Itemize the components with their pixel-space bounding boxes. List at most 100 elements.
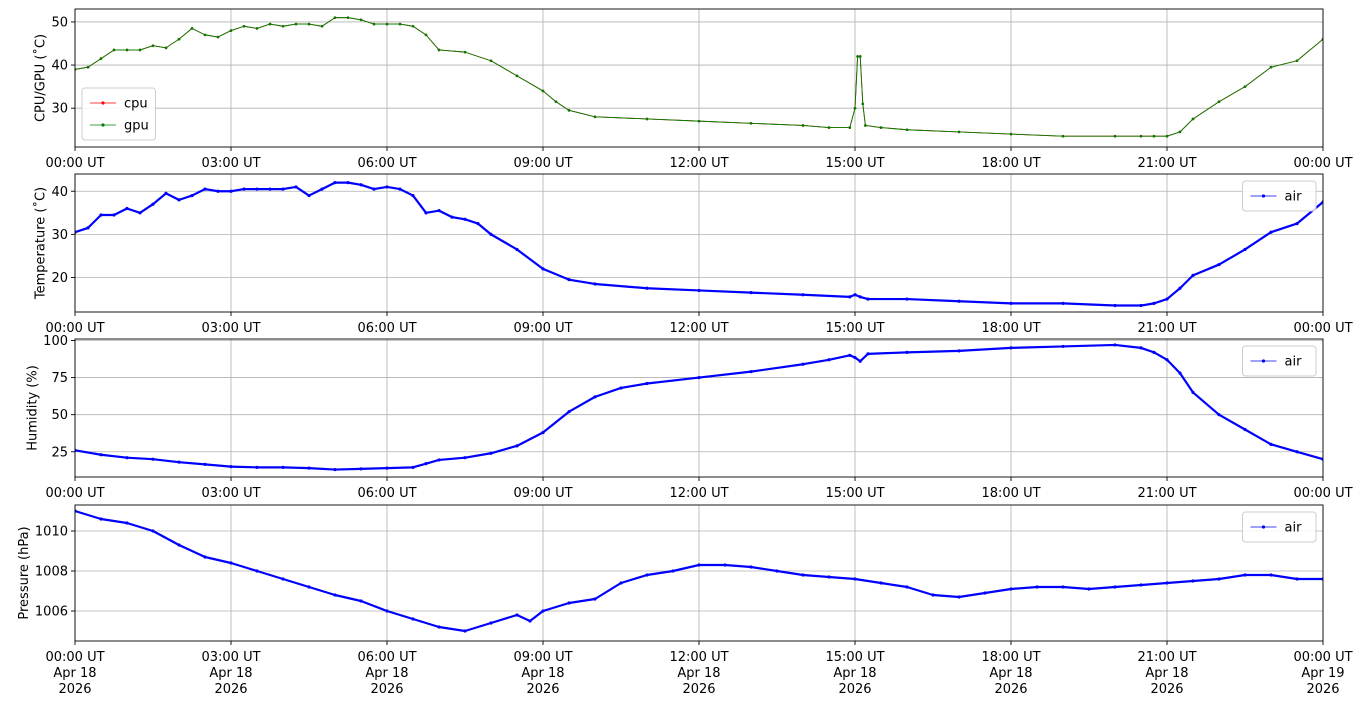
- data-point-air: [1152, 301, 1156, 305]
- data-point-air: [372, 187, 376, 191]
- data-point-gpu: [848, 126, 852, 129]
- data-point-air: [697, 563, 701, 567]
- data-point-air: [333, 467, 337, 472]
- data-point-air: [359, 599, 363, 603]
- data-point-air: [125, 206, 129, 211]
- data-point-air: [619, 581, 623, 585]
- data-point-air: [307, 193, 311, 198]
- data-point-gpu: [346, 16, 350, 19]
- x-tick-year: 2026: [838, 682, 871, 697]
- x-tick-label: 00:00 UT: [1293, 321, 1352, 336]
- data-point-gpu: [827, 126, 831, 129]
- data-point-air: [1009, 587, 1013, 591]
- y-axis-label: CPU/GPU (˚C): [33, 34, 49, 122]
- data-point-air: [177, 460, 181, 464]
- data-point-gpu: [515, 74, 519, 78]
- data-point-air: [749, 290, 753, 295]
- data-point-air: [671, 569, 675, 573]
- data-point-air: [1191, 390, 1195, 395]
- data-point-air: [801, 573, 805, 577]
- data-point-air: [858, 359, 862, 363]
- y-tick-label: 20: [51, 271, 68, 286]
- data-point-air: [385, 609, 389, 613]
- y-tick-label: 50: [51, 408, 68, 423]
- x-tick-label: 15:00 UT: [825, 156, 884, 171]
- data-point-gpu: [255, 27, 259, 30]
- data-point-air: [216, 189, 220, 193]
- data-point-air: [1191, 273, 1195, 277]
- data-point-air: [848, 295, 852, 299]
- data-point-air: [489, 621, 493, 625]
- data-point-air: [1165, 581, 1169, 585]
- data-point-gpu: [125, 48, 129, 52]
- x-tick-label: 09:00 UT: [513, 650, 572, 665]
- x-tick-label: 21:00 UT: [1137, 156, 1196, 171]
- legend-box: [81, 87, 156, 141]
- data-point-air: [1243, 247, 1247, 252]
- x-tick-label: 18:00 UT: [981, 486, 1040, 501]
- data-point-air: [619, 386, 623, 390]
- legend: air: [1242, 345, 1317, 377]
- subplot-2: 00:00 UT 03:00 UT 06:00 UT 09:00 UT 12:00 UT…: [33, 173, 1353, 336]
- data-point-air: [1165, 358, 1169, 362]
- data-point-air: [1217, 577, 1221, 581]
- data-point-air: [1152, 350, 1156, 354]
- y-tick-label: 1006: [35, 605, 68, 620]
- data-point-air: [229, 561, 233, 565]
- x-tick-label: 15:00 UT: [825, 486, 884, 501]
- x-tick-label: 00:00 UT: [1293, 156, 1352, 171]
- data-point-air: [515, 247, 519, 252]
- data-point-air: [125, 456, 129, 460]
- data-point-gpu: [1165, 134, 1169, 138]
- data-point-gpu: [645, 117, 649, 121]
- data-point-gpu: [307, 22, 311, 26]
- x-tick-year: 2026: [682, 682, 715, 697]
- data-point-gpu: [281, 24, 285, 28]
- data-point-air: [1113, 303, 1117, 308]
- data-point-air: [333, 593, 337, 597]
- data-point-air: [541, 430, 545, 435]
- legend: cpu gpu: [81, 87, 156, 141]
- data-point-air: [1139, 346, 1143, 350]
- data-point-air: [1269, 573, 1273, 577]
- data-point-air: [645, 381, 649, 386]
- data-point-gpu: [372, 22, 376, 26]
- x-tick-label: 21:00 UT: [1137, 650, 1196, 665]
- series-air: [75, 509, 1323, 633]
- data-point-air: [1139, 303, 1143, 308]
- data-point-gpu: [242, 24, 246, 28]
- data-point-gpu: [879, 126, 883, 129]
- data-point-gpu: [861, 102, 865, 106]
- data-point-air: [255, 465, 259, 469]
- data-point-gpu: [1152, 134, 1156, 138]
- data-point-air: [99, 213, 103, 217]
- data-point-air: [281, 465, 285, 469]
- x-tick-label: 06:00 UT: [357, 486, 416, 501]
- x-tick-date: Apr 18: [53, 666, 96, 681]
- data-point-air: [307, 585, 311, 589]
- legend-label-air: air: [1285, 355, 1303, 370]
- y-tick-label: 40: [51, 185, 68, 200]
- data-point-gpu: [957, 130, 961, 134]
- legend-marker-air: [1261, 194, 1266, 198]
- data-point-air: [385, 466, 389, 470]
- legend-marker-cpu: [101, 101, 105, 105]
- x-tick-label: 00:00 UT: [45, 156, 104, 171]
- y-tick-label: 1008: [35, 565, 68, 580]
- subplot-1: 00:00 UT 03:00 UT 06:00 UT 09:00 UT 12:00 UT…: [33, 8, 1353, 171]
- data-point-air: [1191, 579, 1195, 583]
- data-point-gpu: [856, 55, 859, 58]
- data-point-gpu: [203, 33, 207, 37]
- data-point-air: [437, 625, 441, 629]
- data-point-air: [203, 555, 207, 559]
- x-tick-year: 2026: [526, 682, 559, 697]
- x-tick-year: 2026: [1150, 682, 1183, 697]
- data-point-air: [957, 595, 961, 599]
- x-tick-label: 09:00 UT: [513, 321, 572, 336]
- data-point-gpu: [333, 16, 337, 19]
- data-point-air: [1061, 301, 1065, 305]
- data-point-air: [1009, 346, 1013, 350]
- data-point-air: [190, 193, 194, 198]
- data-point-air: [593, 597, 597, 601]
